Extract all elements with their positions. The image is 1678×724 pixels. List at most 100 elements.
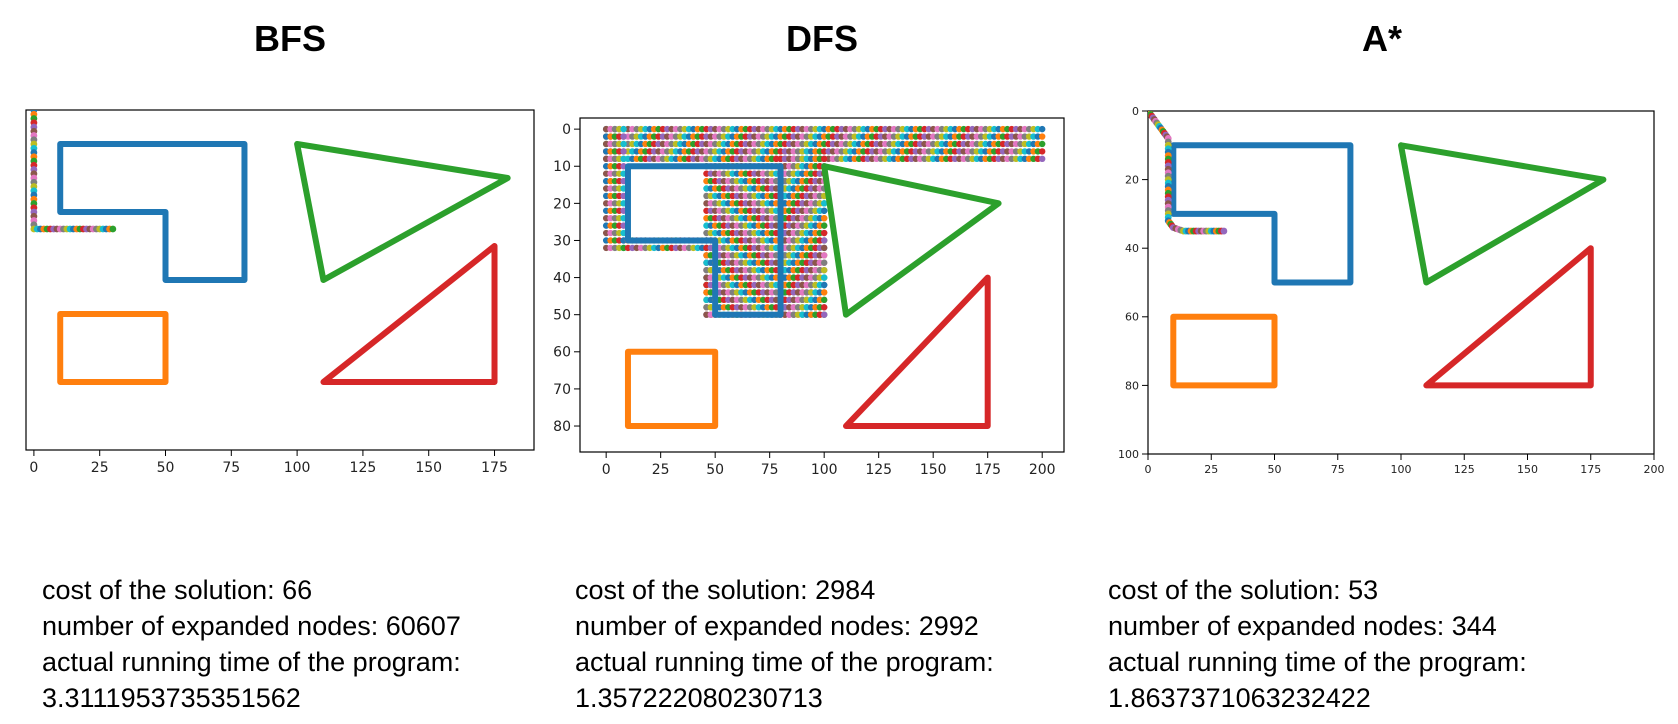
dfs-explored-dot	[1038, 148, 1046, 155]
dfs-obstacle-L-shape	[624, 163, 784, 318]
bfs-expanded-nodes: number of expanded nodes: 60607	[42, 611, 461, 641]
chart-title-dfs: DFS	[786, 18, 858, 59]
astar-xtick-label: 175	[1580, 463, 1601, 476]
dfs-explored-dot	[820, 215, 828, 222]
astar-xtick-label: 25	[1204, 463, 1218, 476]
bfs-xtick-label: 0	[29, 460, 38, 476]
astar-stats: cost of the solution: 53 number of expan…	[1108, 572, 1527, 716]
dfs-explored-dot	[620, 133, 627, 140]
bfs-plot-area	[30, 110, 511, 385]
dfs-stats: cost of the solution: 2984 number of exp…	[575, 572, 994, 716]
dfs-ytick-label: 10	[553, 159, 571, 175]
astar-xtick-label: 125	[1454, 463, 1475, 476]
astar-xtick-label: 0	[1145, 463, 1152, 476]
dfs-obstacle-triangle-green	[821, 163, 1002, 318]
dfs-explored-dot	[620, 155, 627, 163]
astar-obstacle-rectangle	[1170, 313, 1278, 389]
bfs-stats: cost of the solution: 66 number of expan…	[42, 572, 461, 716]
astar-xtick-label: 75	[1331, 463, 1345, 476]
astar-ytick-label: 100	[1118, 448, 1139, 461]
dfs-xtick-label: 100	[811, 462, 838, 478]
dfs-explored-dot	[820, 259, 828, 266]
dfs-xtick-label: 75	[761, 462, 779, 478]
astar-path-dot	[1220, 227, 1228, 235]
dfs-ytick-label: 30	[553, 233, 571, 249]
astar-ytick-label: 0	[1132, 105, 1139, 118]
dfs-explored-dot	[820, 155, 828, 163]
dfs-expanded-nodes: number of expanded nodes: 2992	[575, 611, 979, 641]
bfs-obstacle-triangle-green	[294, 141, 511, 283]
dfs-explored-dot	[820, 274, 828, 281]
dfs-xtick-label: 150	[920, 462, 947, 478]
dfs-explored-dot	[620, 125, 627, 133]
dfs-xtick-label: 25	[652, 462, 670, 478]
bfs-xtick-label: 150	[415, 460, 442, 476]
astar-xtick-label: 100	[1391, 463, 1412, 476]
bfs-xtick-label: 25	[91, 460, 109, 476]
dfs-explored-dot	[1038, 133, 1046, 140]
astar-cost: cost of the solution: 53	[1108, 575, 1379, 605]
dfs-ytick-label: 0	[562, 122, 571, 138]
dfs-obstacle-rectangle	[624, 348, 719, 430]
dfs-explored-dot	[820, 311, 828, 318]
dfs-explored-dot	[1038, 125, 1046, 133]
chart-title-bfs: BFS	[254, 18, 326, 59]
bfs-obstacle-L-shape	[57, 141, 248, 283]
astar-expanded-nodes: number of expanded nodes: 344	[1108, 611, 1497, 641]
dfs-xtick-label: 0	[602, 462, 611, 478]
dfs-explored-dot	[820, 237, 828, 244]
bfs-plot: 0 25 50 75 100 125 150 175	[25, 109, 535, 476]
dfs-plot-area	[602, 125, 1046, 430]
bfs-xtick-label: 125	[350, 460, 377, 476]
chart-title-astar: A*	[1361, 18, 1402, 59]
dfs-plot: 0 25 50 75 100 125 150 175 200 0 10 20 30 40 50 60 70 80	[553, 117, 1065, 478]
bfs-time-label: actual running time of the program:	[42, 647, 461, 677]
bfs-obstacle-rectangle	[57, 311, 169, 385]
dfs-explored-dot	[820, 304, 828, 311]
astar-ytick-label: 80	[1125, 379, 1139, 392]
dfs-cost: cost of the solution: 2984	[575, 575, 876, 605]
astar-obstacle-triangle-green	[1398, 142, 1607, 286]
dfs-explored-dot	[620, 140, 627, 148]
dfs-explored-dot	[820, 281, 828, 289]
bfs-xtick-label: 175	[481, 460, 508, 476]
dfs-explored-dot	[820, 222, 828, 229]
dfs-ytick-label: 40	[553, 270, 571, 286]
dfs-ytick-label: 70	[553, 382, 571, 398]
astar-ytick-label: 40	[1125, 242, 1139, 255]
astar-xtick-label: 50	[1268, 463, 1282, 476]
dfs-explored-dot	[820, 229, 828, 237]
astar-plot-area	[1148, 111, 1607, 389]
bfs-xtick-label: 75	[222, 460, 240, 476]
dfs-explored-dot	[1038, 155, 1046, 163]
bfs-xtick-label: 50	[157, 460, 175, 476]
dfs-explored-dot	[620, 148, 627, 155]
dfs-ytick-label: 20	[553, 196, 571, 212]
astar-time-label: actual running time of the program:	[1108, 647, 1527, 677]
astar-xtick-label: 150	[1517, 463, 1538, 476]
dfs-ytick-label: 50	[553, 308, 571, 324]
dfs-explored-dot	[1038, 140, 1046, 148]
astar-axes-frame	[1147, 110, 1655, 455]
dfs-explored-dot	[820, 207, 828, 214]
dfs-explored-dot	[820, 252, 828, 259]
astar-xtick-label: 200	[1644, 463, 1665, 476]
dfs-ytick-label: 60	[553, 345, 571, 361]
bfs-xtick-label: 100	[284, 460, 311, 476]
dfs-explored-dot	[820, 289, 828, 296]
astar-obstacle-L-shape	[1170, 142, 1354, 286]
astar-plot: 0 25 50 75 100 125 150 175 200 0 20 40 60 80 100	[1118, 105, 1665, 476]
dfs-explored-dot	[820, 244, 828, 252]
dfs-xtick-label: 125	[865, 462, 892, 478]
dfs-xtick-label: 175	[974, 462, 1001, 478]
bfs-cost: cost of the solution: 66	[42, 575, 313, 605]
dfs-xtick-label: 200	[1029, 462, 1056, 478]
dfs-explored-dot	[820, 200, 828, 207]
dfs-explored-dot	[820, 266, 828, 274]
dfs-explored-dot	[820, 296, 828, 304]
dfs-obstacle-triangle-red	[842, 274, 991, 430]
bfs-axes-frame	[25, 109, 535, 451]
astar-ytick-label: 20	[1125, 173, 1139, 186]
astar-obstacle-triangle-red	[1423, 245, 1594, 389]
